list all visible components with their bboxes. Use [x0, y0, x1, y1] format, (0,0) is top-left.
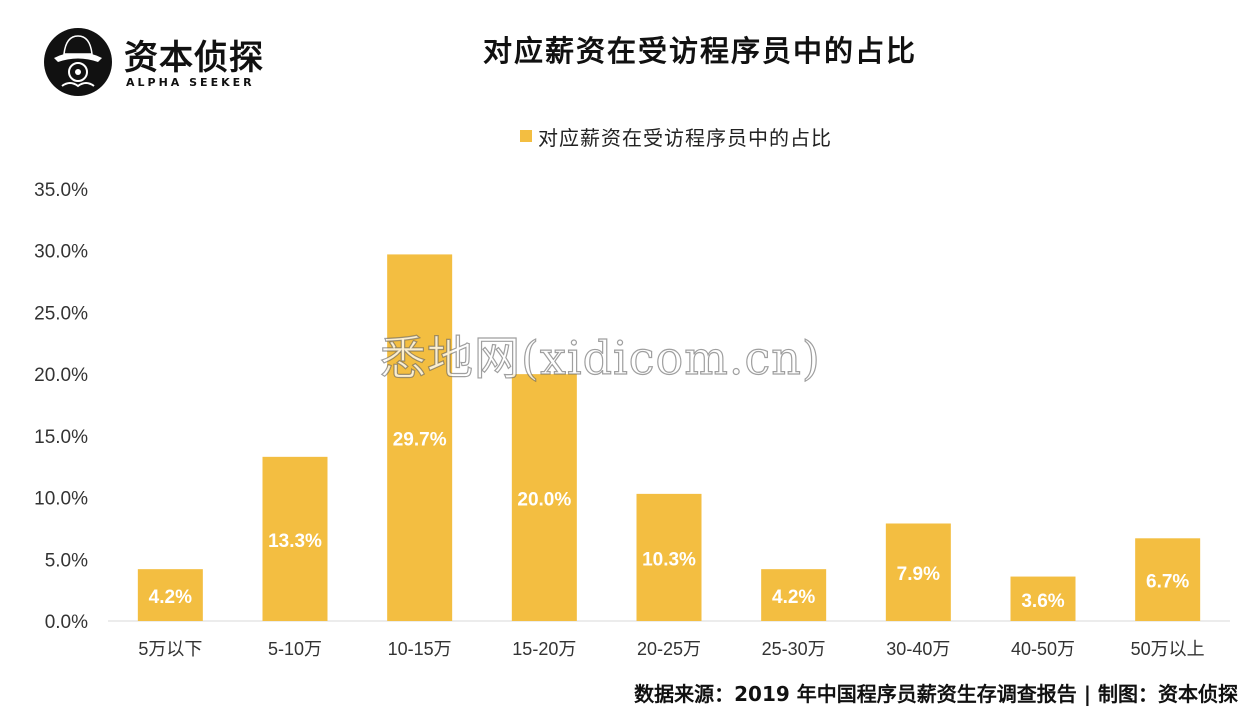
brand-name-en: ALPHA SEEKER [126, 76, 255, 89]
y-tick-label: 20.0% [34, 365, 88, 386]
data-label: 4.2% [772, 587, 815, 608]
x-tick-label: 40-50万 [1011, 639, 1075, 659]
bar [1135, 538, 1201, 621]
bar [885, 523, 951, 621]
legend-label: 对应薪资在受访程序员中的占比 [538, 125, 832, 150]
legend-swatch [520, 130, 532, 142]
y-tick-label: 5.0% [45, 550, 88, 571]
bar [137, 569, 203, 621]
x-tick-label: 20-25万 [637, 639, 701, 659]
bar [636, 493, 702, 621]
y-tick-label: 25.0% [34, 303, 88, 324]
bar [387, 254, 453, 621]
y-tick-label: 30.0% [34, 242, 88, 263]
data-label: 7.9% [897, 564, 940, 585]
chart-legend[interactable]: 对应薪资在受访程序员中的占比 [520, 122, 832, 150]
x-tick-label: 15-20万 [512, 639, 576, 659]
data-label: 20.0% [517, 490, 571, 511]
x-tick-label: 25-30万 [762, 639, 826, 659]
y-tick-label: 0.0% [45, 612, 88, 633]
bar [511, 374, 577, 621]
y-tick-label: 10.0% [34, 489, 88, 510]
data-label: 29.7% [393, 430, 447, 451]
detective-hat-icon [44, 28, 112, 96]
data-label: 6.7% [1146, 572, 1189, 593]
watermark: 悉地网(xidicom.cn) [379, 330, 821, 385]
brand-logo: 资本侦探 ALPHA SEEKER [40, 24, 290, 100]
data-label: 4.2% [149, 587, 192, 608]
x-tick-label: 30-40万 [886, 639, 950, 659]
y-tick-label: 35.0% [34, 180, 88, 201]
y-tick-label: 15.0% [34, 427, 88, 448]
x-tick-label: 10-15万 [388, 639, 452, 659]
bar [1010, 576, 1076, 621]
x-tick-label: 5-10万 [268, 639, 322, 659]
source-note: 数据来源：2019 年中国程序员薪资生存调查报告 | 制图：资本侦探 [634, 682, 1238, 706]
bar [262, 456, 328, 621]
bar [761, 569, 827, 621]
data-label: 3.6% [1021, 591, 1064, 612]
chart-title: 对应薪资在受访程序员中的占比 [482, 34, 917, 68]
x-tick-label: 5万以下 [138, 639, 202, 659]
brand-name-cn: 资本侦探 [124, 38, 264, 78]
data-label: 10.3% [642, 549, 696, 570]
data-label: 13.3% [268, 531, 322, 552]
x-tick-label: 50万以上 [1131, 639, 1205, 659]
